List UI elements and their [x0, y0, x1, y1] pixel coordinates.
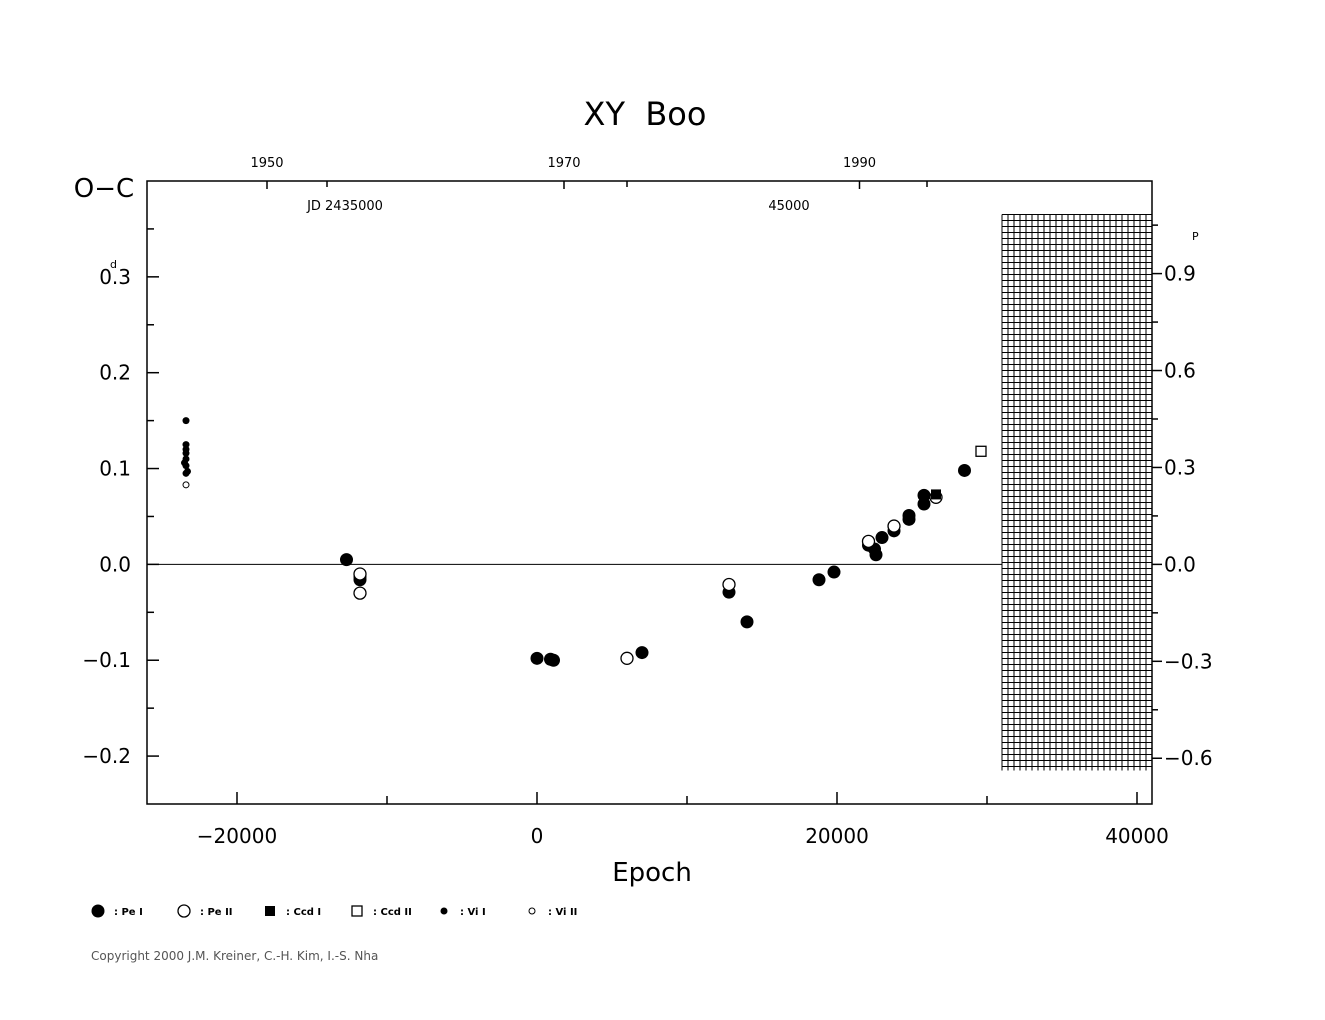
data-point [547, 653, 560, 667]
data-point [869, 548, 883, 562]
data-point [975, 445, 987, 457]
data-point [340, 553, 353, 567]
data-point [353, 586, 367, 600]
right-tick-label: 0.3 [1164, 455, 1196, 479]
y-tick-label: −0.2 [82, 744, 131, 768]
right-tick-label: −0.3 [1164, 649, 1213, 673]
data-point [182, 481, 190, 489]
data-point [861, 534, 876, 549]
jd-label: JD 2435000 [306, 199, 383, 214]
y-tick-label: 0.3 [99, 265, 131, 289]
x-tick-label: 20000 [805, 824, 869, 848]
right-tick-label: 0.0 [1164, 552, 1196, 576]
legend-label: : Pe II [200, 907, 233, 918]
data-point [902, 509, 916, 523]
data-point [182, 417, 190, 425]
data-point [181, 459, 188, 467]
y-unit-superscript: d [110, 258, 117, 271]
legend-marker [177, 904, 191, 918]
y-tick-label: −0.1 [82, 648, 131, 672]
legend-label: : Ccd I [286, 907, 321, 918]
data-point [917, 488, 931, 502]
x-tick-label: 0 [531, 824, 544, 848]
right-tick-label: 0.9 [1164, 262, 1196, 286]
hatch-grid [1001, 214, 1152, 771]
year-label: 1990 [843, 156, 876, 171]
right-tick-label: −0.6 [1164, 746, 1213, 770]
right-unit-superscript: P [1192, 230, 1199, 243]
data-point [184, 467, 191, 475]
legend-marker [440, 907, 448, 915]
data-point [812, 573, 826, 587]
data-point [530, 651, 544, 665]
data-point [958, 463, 971, 477]
y-tick-label: 0.1 [99, 457, 131, 481]
plot-frame [146, 180, 1153, 805]
legend: : Pe I : Pe II : Ccd I : Ccd II : Vi I : Vi I… [91, 904, 577, 918]
legend-label: : Vi I [460, 907, 486, 918]
axis-ticks [147, 181, 1162, 804]
legend-label: : Vi II [548, 907, 577, 918]
y-tick-label: 0.0 [99, 552, 131, 576]
data-points [181, 417, 987, 667]
right-tick-label: 0.6 [1164, 359, 1196, 383]
data-point [722, 577, 736, 592]
data-point [353, 567, 367, 581]
chart-title: XY Boo [584, 95, 707, 133]
data-point [827, 565, 841, 579]
legend-marker [528, 907, 536, 915]
y-axis-label: O−C [74, 174, 134, 204]
legend-label: : Pe I [114, 907, 143, 918]
legend-marker [265, 906, 275, 916]
year-label: 1970 [547, 156, 580, 171]
data-point [740, 615, 754, 629]
data-point [182, 441, 190, 449]
copyright-text: Copyright 2000 J.M. Kreiner, C.-H. Kim, … [91, 949, 379, 963]
x-axis-label: Epoch [612, 858, 692, 888]
x-tick-label: 40000 [1105, 824, 1169, 848]
hatched-region [1001, 214, 1152, 771]
axis-labels: −20000 0 20000 40000 −0.2 −0.1 0.0 0.1 0.2 0.3 −0.… [82, 156, 1212, 848]
y-tick-label: 0.2 [99, 361, 131, 385]
legend-marker [91, 904, 105, 918]
data-point [931, 489, 941, 500]
data-point [875, 531, 889, 545]
year-label: 1950 [250, 156, 283, 171]
data-point [887, 519, 901, 533]
data-point [620, 651, 634, 665]
legend-label: : Ccd II [373, 907, 412, 918]
legend-marker [351, 905, 363, 917]
data-point [635, 646, 649, 660]
jd-label: 45000 [768, 199, 809, 214]
data-point [182, 449, 190, 457]
x-tick-label: −20000 [197, 824, 277, 848]
